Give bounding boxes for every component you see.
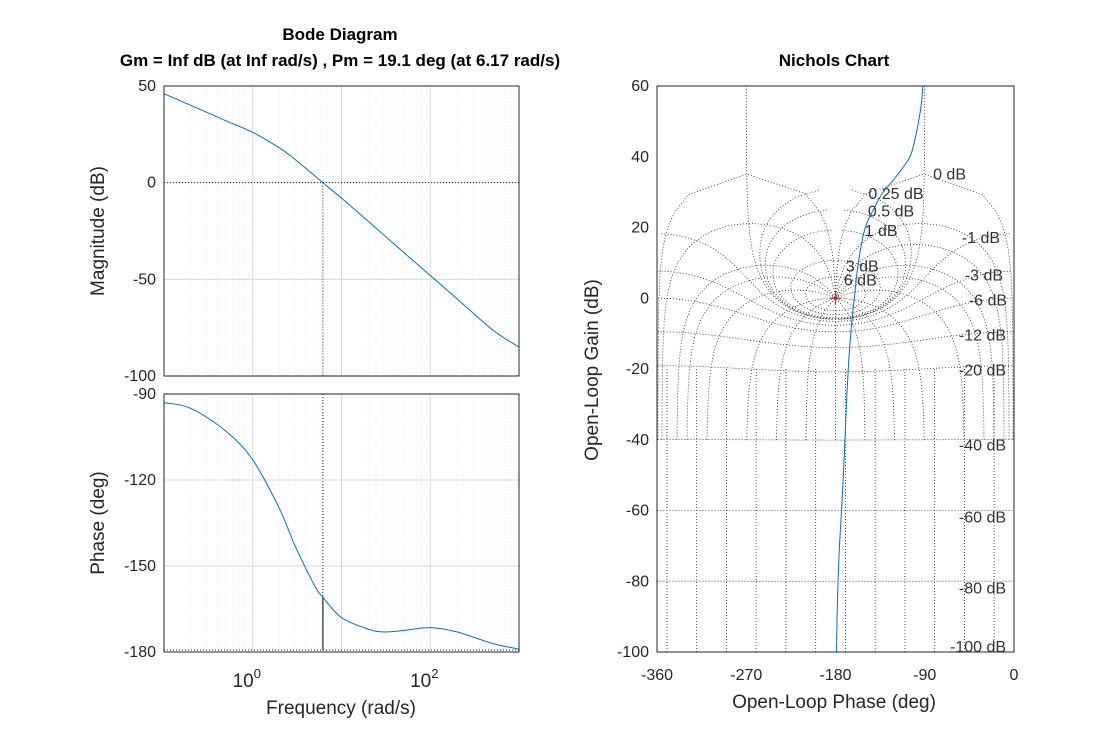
nichols-series-line [836,85,924,653]
constant-gain-curve [772,229,899,319]
x-tick-label: -90 [913,667,936,684]
grid-label: 0 dB [933,166,966,183]
nichols-xlabel: Open-Loop Phase (deg) [732,692,936,713]
magnitude-marks [164,182,519,376]
y-tick-label: 60 [631,78,649,95]
phase-ticks: -90 -120 -150 -180 100 102 [124,386,438,692]
constant-gain-curve [658,297,1013,333]
magnitude-grid [164,86,519,376]
magnitude-panel: 50 0 -50 -100 Magnitude (dB) [88,78,520,385]
nichols-ylabel: Open-Loop Gain (dB) [582,279,603,461]
grid-label: 6 dB [844,273,877,290]
phase-panel: -90 -120 -150 -180 100 102 Phase (deg) Freque… [88,386,520,719]
magnitude-ticks: 50 0 -50 -100 [124,78,156,385]
constant-gain-curve [661,233,1010,322]
bode-subtitle: Gm = Inf dB (at Inf rad/s) , Pm = 19.1 d… [120,51,560,70]
grid-label: -60 dB [959,510,1006,527]
nichols-ticks: 60 40 20 0 -20 -40 -60 -80 -100 -360 -270 -180 -90 0 [617,78,1019,684]
y-tick-label: 20 [631,220,649,237]
grid-label: -20 dB [959,362,1006,379]
constant-gain-curve [657,365,1014,373]
y-tick-label: 50 [138,78,156,95]
phase-xlabel: Frequency (rad/s) [266,698,416,719]
grid-label: 1 dB [865,223,898,240]
constant-phase-curve [835,276,985,440]
y-tick-label: -100 [617,644,649,661]
y-tick-label: -180 [124,644,156,661]
constant-gain-curve-0db [839,86,926,320]
y-tick-label: -80 [626,573,649,590]
y-tick-label: -100 [124,368,156,385]
phase-marks [164,394,519,651]
constant-phase-curve [657,173,836,440]
grid-label: -80 dB [959,580,1006,597]
nichols-grid-labels: 0 dB 0.25 dB0.5 dB 1 dB 3 dB6 dB -1 dB -3 dB -… [844,166,1007,656]
x-tick-label: -270 [730,667,762,684]
grid-label: -6 dB [969,293,1007,310]
y-tick-label: -150 [124,558,156,575]
y-tick-label: 40 [631,149,649,166]
nichols-axes-box [656,85,1015,653]
grid-label: -12 dB [959,327,1006,344]
x-tick-label: -360 [641,667,673,684]
grid-label: 0.25 dB [868,186,923,203]
phase-ylabel: Phase (deg) [88,471,109,575]
grid-label: -3 dB [965,267,1003,284]
nichols-panel: 60 40 20 0 -20 -40 -60 -80 -100 -360 -270 -180 -90 0 … [582,78,1019,713]
nichols-title: Nichols Chart [779,51,890,70]
phase-series-line [163,402,520,650]
grid-label: 0.5 dB [868,204,914,221]
y-tick-label: -120 [124,472,156,489]
x-tick-label: 0 [1010,667,1019,684]
constant-gain-curve [658,270,1013,326]
magnitude-axes-box [163,85,520,377]
y-tick-label: -90 [133,386,156,403]
y-tick-label: -50 [133,271,156,288]
constant-phase-curve [686,276,836,440]
phase-grid [164,394,519,652]
y-tick-label: 0 [640,290,649,307]
y-tick-label: -20 [626,361,649,378]
y-tick-label: -40 [626,432,649,449]
x-tick-label: 100 [233,666,261,692]
constant-phase-curve [835,173,1014,440]
grid-label: -1 dB [962,230,1000,247]
bode-title: Bode Diagram [282,25,397,44]
constant-gain-curve [790,260,881,316]
y-tick-label: -60 [626,503,649,520]
constant-gain-curve-0db [745,86,832,320]
constant-phase-curve [805,298,836,440]
phase-axes-box [163,393,520,653]
y-tick-label: 0 [147,175,156,192]
constant-gain-curve [764,209,907,320]
magnitude-series-line [163,93,520,348]
x-tick-label: 102 [410,666,438,692]
x-tick-label: -180 [819,667,851,684]
critical-point-marker [829,292,842,305]
grid-label: 3 dB [846,258,879,275]
grid-label: -40 dB [959,437,1006,454]
magnitude-ylabel: Magnitude (dB) [88,166,109,296]
constant-phase-curve [835,298,866,440]
nichols-grid [657,86,1014,653]
grid-label: -100 dB [950,639,1006,656]
